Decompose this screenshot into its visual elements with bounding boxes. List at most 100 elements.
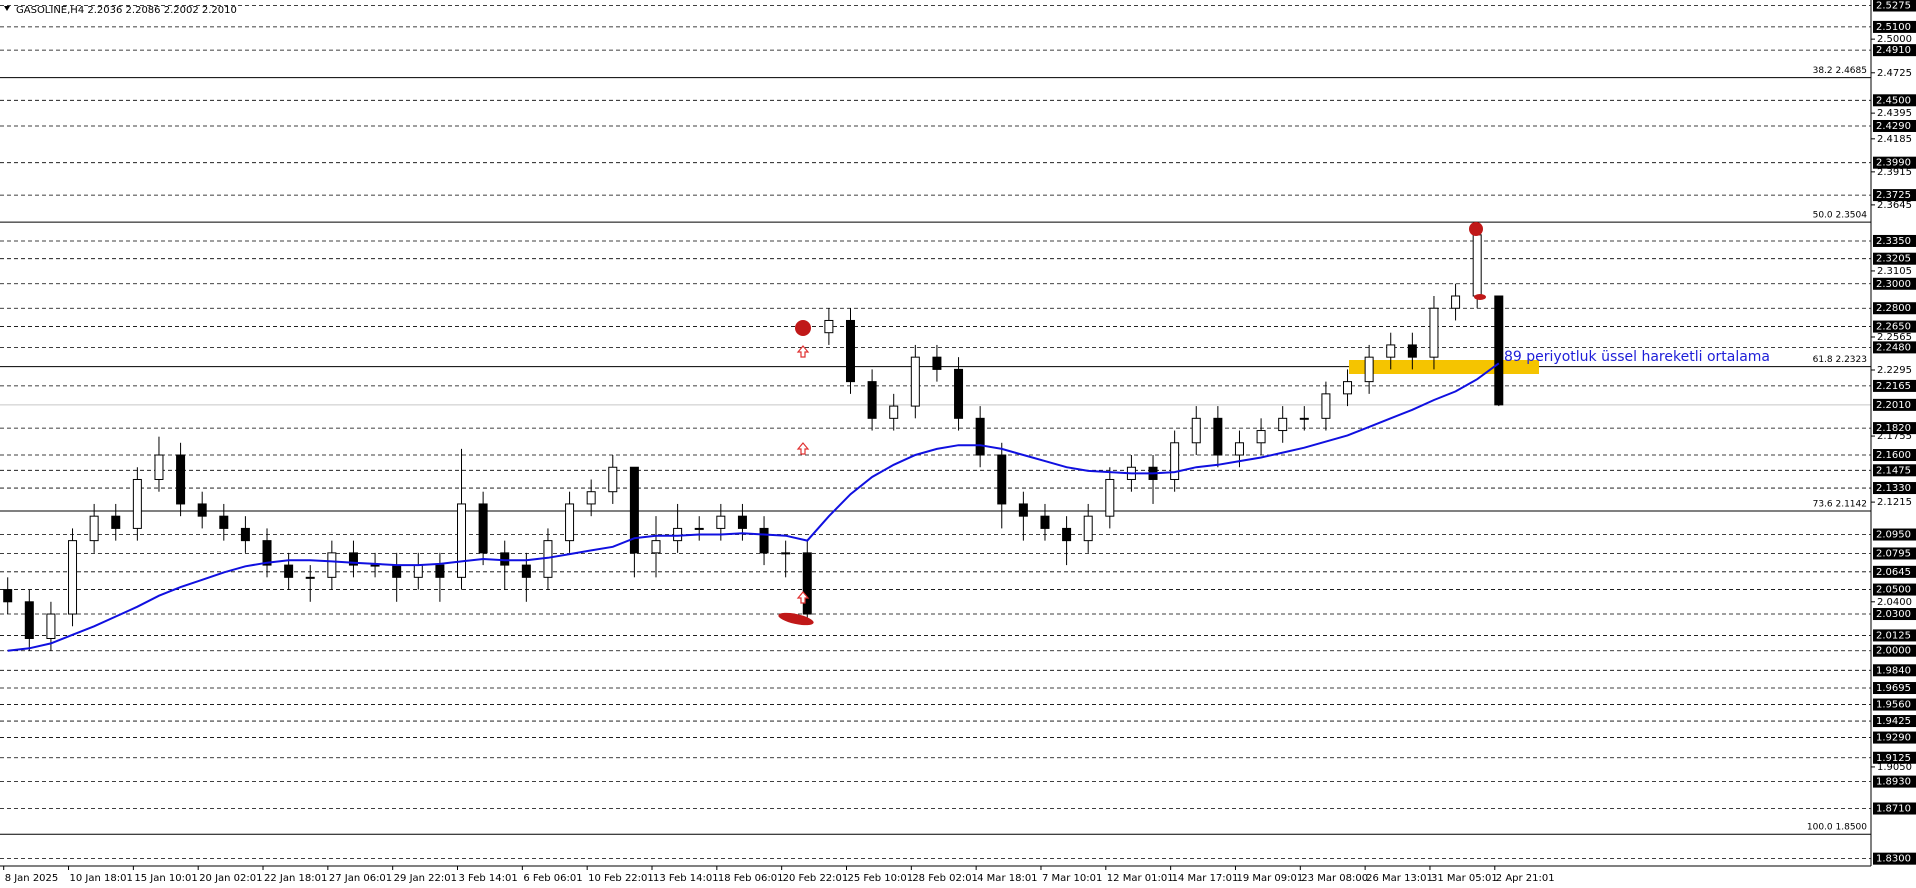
level-label-box [1873, 341, 1916, 354]
candle-body [1429, 307, 1439, 358]
level-label-box [1873, 379, 1916, 392]
level-label-box [1873, 547, 1916, 560]
marker [778, 612, 814, 626]
x-tick-label: 31 Mar 05:01 [1431, 873, 1498, 884]
level-label: 2.5100 [1876, 22, 1911, 33]
x-tick-label: 7 Mar 10:01 [1042, 873, 1102, 884]
candle-body [565, 503, 575, 542]
x-tick-label: 20 Jan 02:01 [199, 873, 262, 884]
level-label: 2.3350 [1876, 236, 1911, 247]
level-label-box [1873, 464, 1916, 477]
level-label: 2.1820 [1876, 423, 1911, 434]
plot [3, 228, 1504, 652]
candle-body [889, 405, 899, 419]
candle-body [781, 552, 791, 555]
candle-body [24, 601, 34, 639]
x-tick-label: 25 Feb 10:01 [847, 873, 913, 884]
marker [1469, 222, 1483, 236]
level-label-box [1873, 119, 1916, 132]
level-label: 1.9560 [1876, 700, 1911, 711]
x-tick-label: 10 Jan 18:01 [70, 873, 133, 884]
y-tick-label: 2.2565 [1877, 332, 1912, 343]
level-label: 2.2480 [1876, 342, 1911, 353]
candle-body [1234, 442, 1244, 456]
candle-body [176, 454, 186, 505]
level-label-box [1873, 94, 1916, 107]
level-label: 1.8300 [1876, 854, 1911, 865]
candle-body [1213, 417, 1223, 456]
candle-body [1364, 356, 1374, 383]
level-label-box [1873, 731, 1916, 744]
support-zone [1349, 360, 1539, 374]
candle-body [1018, 503, 1028, 517]
candle-body [1407, 344, 1417, 358]
level-label: 1.8710 [1876, 804, 1911, 815]
level-label-box [1873, 583, 1916, 596]
level-label: 2.0125 [1876, 630, 1911, 641]
level-label-box [1873, 320, 1916, 333]
y-tick-label: 1.9050 [1877, 762, 1912, 773]
level-label: 2.2165 [1876, 381, 1911, 392]
candle-body [111, 515, 121, 529]
candle-body [305, 576, 315, 579]
candle-body [932, 356, 942, 370]
candle-body [132, 478, 142, 529]
candle-body [3, 589, 13, 603]
level-label: 2.3990 [1876, 158, 1911, 169]
menu-triangle [4, 6, 10, 11]
level-label: 2.1600 [1876, 450, 1911, 461]
level-label: 1.9695 [1876, 683, 1911, 694]
level-label-box [1873, 189, 1916, 202]
candle-body [68, 540, 78, 615]
candle-body [284, 564, 294, 578]
level-label-box [1873, 0, 1916, 12]
x-tick-label: 3 Feb 14:01 [459, 873, 518, 884]
level-label-box [1873, 715, 1916, 728]
level-label-box [1873, 20, 1916, 33]
x-tick-label: 14 Mar 17:01 [1172, 873, 1239, 884]
candle-body [521, 564, 531, 578]
level-label-box [1873, 608, 1916, 621]
y-tick-label: 2.2295 [1877, 365, 1912, 376]
level-label: 2.2650 [1876, 322, 1911, 333]
y-tick-label: 2.5000 [1877, 34, 1912, 45]
fib-label: 100.0 1.8500 [1807, 823, 1867, 833]
x-tick-label: 15 Jan 10:01 [134, 873, 197, 884]
candle-body [694, 527, 704, 530]
level-label: 1.9290 [1876, 733, 1911, 744]
level-label: 2.0645 [1876, 567, 1911, 578]
candle-body [89, 515, 99, 542]
level-label: 1.9840 [1876, 665, 1911, 676]
candle-body [327, 552, 337, 578]
candle-body [1105, 478, 1115, 517]
x-tick-label: 2 Apr 21:01 [1496, 873, 1555, 884]
x-tick-label: 23 Mar 08:00 [1301, 873, 1368, 884]
x-tick-label: 22 Jan 18:01 [264, 873, 327, 884]
arrow-up [796, 442, 810, 455]
candle-body [1191, 417, 1201, 444]
x-tick-label: 29 Jan 22:01 [394, 873, 457, 884]
level-label: 2.0000 [1876, 646, 1911, 657]
candle-body [154, 454, 164, 480]
level-label-box [1873, 528, 1916, 541]
level-label: 2.4500 [1876, 95, 1911, 106]
x-tick-label: 18 Feb 06:01 [718, 873, 784, 884]
candle-body [1451, 295, 1461, 309]
fib-label: 50.0 2.3504 [1813, 211, 1868, 221]
candle-body [845, 319, 855, 383]
levels: 38.2 2.4685 50.0 2.3504 61.8 2.2323 73.6 2.… [0, 5, 1871, 860]
level-label-box [1873, 802, 1916, 815]
marker [1474, 294, 1486, 300]
level-label: 2.2800 [1876, 303, 1911, 314]
level-label-box [1873, 277, 1916, 290]
y-tick-label: 2.3105 [1877, 266, 1912, 277]
candle-body [716, 515, 726, 529]
level-label: 2.5275 [1876, 1, 1911, 12]
candle-body [1494, 295, 1504, 406]
candle-body [197, 503, 207, 517]
level-label-box [1873, 698, 1916, 711]
candle-body [586, 491, 596, 505]
x-tick-label: 6 Feb 06:01 [523, 873, 582, 884]
fib-label: 61.8 2.2323 [1813, 355, 1867, 365]
